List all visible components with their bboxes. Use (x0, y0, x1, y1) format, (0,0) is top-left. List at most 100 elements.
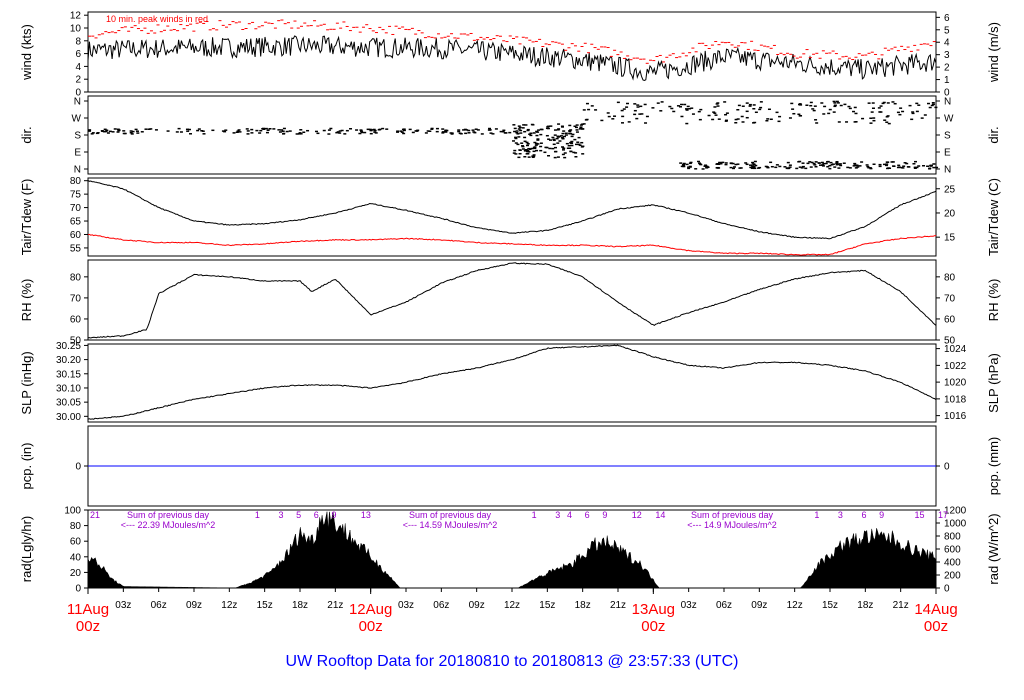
x-tick-label: 03z (681, 600, 697, 611)
hour-mark: 4 (567, 510, 572, 520)
y-tick-label-right: 1000 (944, 519, 967, 530)
y-tick-label-right: 800 (944, 532, 961, 543)
hour-mark: 12 (632, 510, 642, 520)
y-tick-label-right: 0 (944, 462, 950, 473)
y-axis-label-right: wind (m/s) (986, 22, 1001, 83)
y-axis-label-right: Tair/Tdew (C) (986, 178, 1001, 256)
date-label-day: 11Aug (67, 601, 109, 618)
y-tick-label-right: 3 (944, 50, 950, 61)
x-tick-label: 03z (398, 600, 414, 611)
daily-sum-title: Sum of previous day (127, 510, 210, 520)
y-axis-label-left: Tair/Tdew (F) (19, 179, 34, 256)
y-axis-label-right: dir. (986, 126, 1001, 143)
y-tick-label-left: 0 (75, 462, 81, 473)
y-tick-label-left: W (72, 114, 82, 125)
y-tick-label-right: 2 (944, 63, 950, 74)
y-tick-label-right: 4 (944, 38, 950, 49)
panel-frame (87, 11, 937, 93)
y-tick-label-left: N (74, 165, 81, 176)
series-line-RH (87, 262, 937, 339)
hour-mark: 6 (861, 510, 866, 520)
hour-mark: 6 (314, 510, 319, 520)
y-tick-label-left: 2 (75, 75, 81, 86)
y-axis-label-right: rad (W/m^2) (986, 513, 1001, 584)
y-tick-label-right: 200 (944, 571, 961, 582)
y-tick-label-right: 0 (944, 584, 950, 595)
panel-2: Tair/Tdew (F) Tair/Tdew (C) 55 60 65 70 75 80 15… (19, 176, 1001, 257)
x-tick-label: 15z (539, 600, 555, 611)
hour-mark: 1 (814, 510, 819, 520)
x-tick-label: 21z (610, 600, 626, 611)
y-tick-label-right: W (944, 114, 954, 125)
y-tick-label-left: 70 (70, 203, 82, 214)
hour-mark: 3 (555, 510, 560, 520)
y-tick-label-right: 0 (944, 88, 950, 99)
date-label-day: 14Aug (914, 601, 957, 618)
hour-mark: 6 (585, 510, 590, 520)
x-tick-label: 12z (787, 600, 803, 611)
y-axis-label-left: pcp. (in) (19, 443, 34, 490)
y-tick-label-left: 8 (75, 36, 81, 47)
y-axis-label-right: RH (%) (986, 279, 1001, 322)
hour-mark: 21 (90, 510, 100, 520)
x-tick-label: 03z (115, 600, 131, 611)
hour-mark: 17 (938, 510, 948, 520)
panel-5: pcp. (in) pcp. (mm) 0 0 (19, 425, 1001, 507)
y-tick-label-left: 70 (70, 293, 82, 304)
y-tick-label-left: 6 (75, 49, 81, 60)
x-tick-label: 18z (292, 600, 308, 611)
y-tick-label-right: 1024 (944, 344, 967, 355)
y-tick-label-right: 15 (944, 233, 956, 244)
daily-sum-value: <--- 14.59 MJoules/m^2 (403, 520, 498, 530)
y-tick-label-left: 4 (75, 62, 81, 73)
y-tick-label-left: 100 (64, 506, 81, 517)
x-tick-label: 21z (327, 600, 343, 611)
hour-mark: 14 (655, 510, 665, 520)
y-tick-label-right: 5 (944, 25, 950, 36)
y-tick-label-left: 65 (70, 217, 82, 228)
y-axis-label-left: dir. (19, 126, 34, 143)
x-tick-label: 09z (186, 600, 202, 611)
x-tick-label: 06z (716, 600, 732, 611)
y-tick-label-left: 30.10 (56, 383, 81, 394)
y-tick-label-right: 1020 (944, 378, 967, 389)
y-tick-label-left: 55 (70, 243, 82, 254)
hour-mark: 5 (296, 510, 301, 520)
date-label-hour: 00z (359, 618, 383, 635)
x-tick-label: 21z (893, 600, 909, 611)
hour-mark: 3 (838, 510, 843, 520)
hour-mark: 15 (914, 510, 924, 520)
panel-6: rad(Lgly/hr) rad (W/m^2)02040608010002004… (19, 506, 1001, 595)
y-tick-label-right: 50 (944, 336, 956, 347)
y-axis-label-left: SLP (inHg) (19, 351, 34, 414)
wind-annotation: 10 min. peak winds in red (106, 14, 208, 24)
y-tick-label-left: 80 (70, 521, 82, 532)
series-line-SLP (87, 344, 937, 420)
date-label-hour: 00z (924, 618, 948, 635)
hour-mark: 9 (602, 510, 607, 520)
y-tick-label-right: 60 (944, 314, 956, 325)
x-tick-label: 09z (469, 600, 485, 611)
daily-sum-value: <--- 14.9 MJoules/m^2 (687, 520, 777, 530)
x-tick-label: 06z (433, 600, 449, 611)
y-axis-label-left: RH (%) (19, 279, 34, 322)
hour-mark: 1 (532, 510, 537, 520)
y-tick-label-right: 1200 (944, 506, 967, 517)
y-tick-label-left: 30.20 (56, 355, 81, 366)
y-tick-label-right: 1016 (944, 411, 967, 422)
y-tick-label-left: 30.05 (56, 398, 81, 409)
date-label-day: 13Aug (632, 601, 675, 618)
daily-sum-title: Sum of previous day (409, 510, 492, 520)
y-axis-label-right: SLP (hPa) (986, 353, 1001, 413)
y-tick-label-left: 30.00 (56, 412, 81, 423)
y-tick-label-right: 20 (944, 208, 956, 219)
y-tick-label-left: S (74, 131, 81, 142)
y-tick-label-left: 0 (75, 88, 81, 99)
y-tick-label-left: 30.25 (56, 341, 81, 352)
panel-frame (87, 259, 937, 341)
series-line-main (87, 35, 937, 82)
y-tick-label-left: 20 (70, 568, 82, 579)
